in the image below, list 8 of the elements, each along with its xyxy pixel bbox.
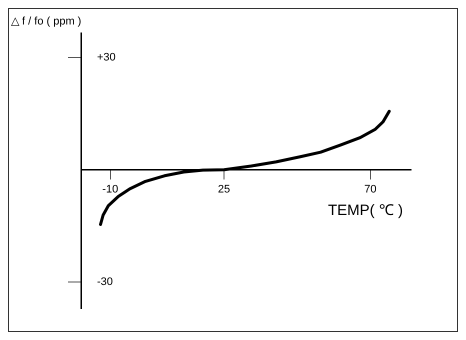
frame: -10 25 70 +30 -30 △ f / fo ( ppm ) TEMP( ℃ )	[8, 8, 458, 332]
x-tick-label: 25	[218, 183, 230, 196]
x-tick-label: 70	[364, 183, 376, 196]
y-tick-label: -30	[97, 276, 113, 288]
y-tick-label: +30	[97, 51, 116, 64]
x-tick-label: -10	[102, 183, 118, 196]
x-axis-title: TEMP( ℃ )	[328, 202, 403, 219]
y-axis-title: △ f / fo ( ppm )	[11, 16, 82, 28]
